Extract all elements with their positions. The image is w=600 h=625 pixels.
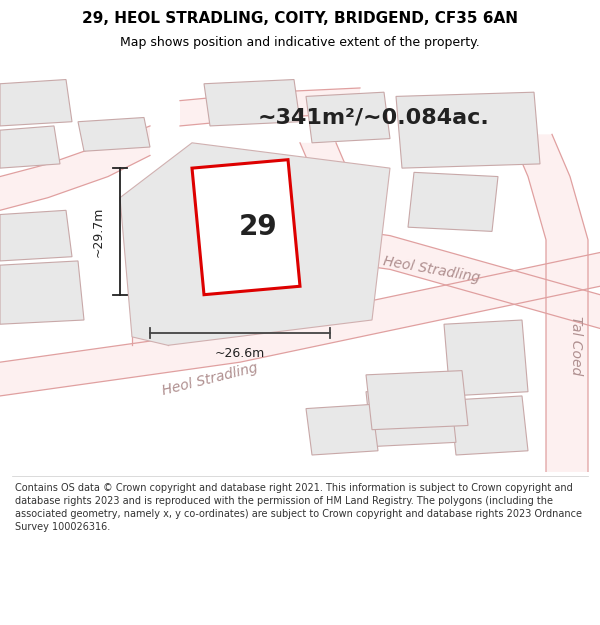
Polygon shape [132,210,168,345]
Polygon shape [444,320,528,396]
Text: ~341m²/~0.084ac.: ~341m²/~0.084ac. [258,107,490,127]
Text: Contains OS data © Crown copyright and database right 2021. This information is : Contains OS data © Crown copyright and d… [15,482,582,532]
Polygon shape [204,79,300,126]
Text: 29, HEOL STRADLING, COITY, BRIDGEND, CF35 6AN: 29, HEOL STRADLING, COITY, BRIDGEND, CF3… [82,11,518,26]
Polygon shape [0,126,60,168]
Polygon shape [180,88,360,126]
Polygon shape [366,388,456,446]
Polygon shape [408,173,498,231]
Text: ~29.7m: ~29.7m [92,206,105,257]
Polygon shape [192,159,300,294]
Text: ~26.6m: ~26.6m [215,348,265,361]
Polygon shape [0,126,150,210]
Polygon shape [396,92,540,168]
Polygon shape [0,210,72,261]
Text: Map shows position and indicative extent of the property.: Map shows position and indicative extent… [120,36,480,49]
Text: Heol Stradling: Heol Stradling [382,254,482,285]
Polygon shape [120,142,390,345]
Polygon shape [366,371,468,430]
Polygon shape [306,92,390,142]
Polygon shape [0,261,84,324]
Polygon shape [450,396,528,455]
Text: Heol Stradling: Heol Stradling [161,361,259,398]
Text: 29: 29 [239,213,277,241]
Polygon shape [306,404,378,455]
Polygon shape [0,253,600,396]
Polygon shape [330,227,600,329]
Polygon shape [300,142,354,261]
Polygon shape [78,118,150,151]
Polygon shape [0,79,72,126]
Text: Tal Coed: Tal Coed [569,316,583,375]
Polygon shape [510,134,588,472]
